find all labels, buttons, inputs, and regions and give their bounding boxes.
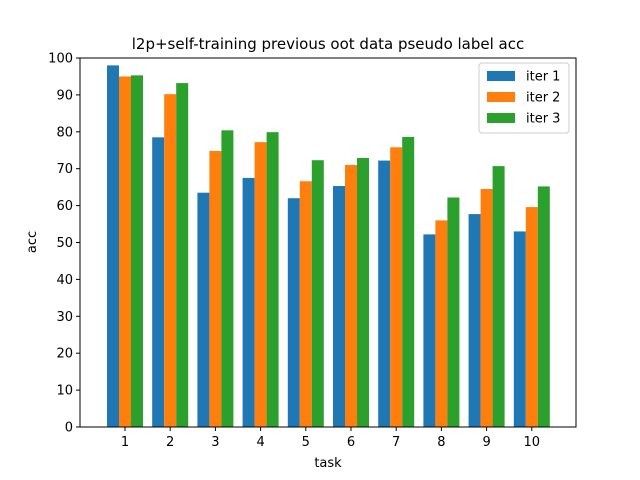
bar-iter-2-task-7 xyxy=(390,147,403,428)
bar-iter-3-task-5 xyxy=(311,160,324,427)
bar-iter-3-task-2 xyxy=(176,83,189,427)
bar-iter-2-task-5 xyxy=(299,181,312,427)
x-tick-label: 4 xyxy=(256,435,264,450)
x-tick-label: 9 xyxy=(482,435,490,450)
bar-iter-2-task-1 xyxy=(119,76,131,427)
y-tick-label: 30 xyxy=(56,310,73,325)
bar-iter-3-task-1 xyxy=(131,75,143,427)
x-tick-label: 8 xyxy=(437,435,445,450)
y-tick-label: 100 xyxy=(48,52,73,67)
y-tick-label: 20 xyxy=(56,347,73,362)
bar-iter-3-task-10 xyxy=(537,186,550,427)
bar-iter-1-task-1 xyxy=(107,65,119,427)
bar-iter-3-task-4 xyxy=(266,132,279,428)
bar-iter-2-task-8 xyxy=(435,220,448,427)
y-tick-label: 70 xyxy=(56,162,73,177)
bar-iter-2-task-6 xyxy=(345,165,357,427)
bar-iter-2-task-9 xyxy=(480,189,493,427)
bar-iter-1-task-7 xyxy=(378,160,391,427)
legend-swatch-iter-3 xyxy=(487,113,515,123)
bars-layer xyxy=(107,65,550,428)
x-tick-label: 5 xyxy=(302,435,310,450)
y-tick-label: 80 xyxy=(56,125,73,140)
bar-iter-1-task-4 xyxy=(242,177,255,427)
legend-label-iter-3: iter 3 xyxy=(526,112,560,127)
y-tick-label: 10 xyxy=(56,384,73,399)
y-tick-label: 40 xyxy=(56,273,73,288)
bar-iter-2-task-3 xyxy=(209,150,222,428)
bar-iter-1-task-8 xyxy=(423,234,436,427)
bar-iter-3-task-3 xyxy=(221,130,234,427)
x-axis-title: task xyxy=(314,456,342,471)
legend: iter 1 iter 2 iter 3 xyxy=(478,62,570,134)
bar-iter-2-task-2 xyxy=(164,94,177,427)
bar-iter-1-task-6 xyxy=(333,186,345,427)
bar-iter-3-task-8 xyxy=(447,197,460,427)
legend-label-iter-1: iter 1 xyxy=(526,70,560,85)
bar-iter-2-task-4 xyxy=(254,142,267,427)
x-tick-label: 2 xyxy=(166,435,174,450)
bar-iter-1-task-9 xyxy=(468,214,481,427)
bar-iter-3-task-6 xyxy=(357,158,369,427)
bar-iter-1-task-10 xyxy=(513,231,526,427)
y-tick-label: 90 xyxy=(56,88,73,103)
chart-title: l2p+self-training previous oot data pseu… xyxy=(132,35,525,53)
x-tick-label: 6 xyxy=(347,435,355,450)
y-tick-label: 0 xyxy=(65,421,73,436)
y-axis-title: acc xyxy=(25,231,40,253)
bar-iter-1-task-5 xyxy=(287,198,300,427)
bar-iter-1-task-3 xyxy=(197,192,210,427)
x-tick-label: 1 xyxy=(121,435,129,450)
y-tick-label: 60 xyxy=(56,199,73,214)
x-tick-label: 10 xyxy=(524,435,541,450)
legend-swatch-iter-2 xyxy=(487,92,515,102)
bar-iter-3-task-7 xyxy=(402,136,415,427)
x-tick-label: 3 xyxy=(211,435,219,450)
y-tick-label: 50 xyxy=(56,236,73,251)
legend-label-iter-2: iter 2 xyxy=(526,91,560,106)
bar-iter-1-task-2 xyxy=(152,137,165,427)
legend-swatch-iter-1 xyxy=(487,71,515,81)
bar-iter-3-task-9 xyxy=(492,166,505,427)
x-axis: 1 2 3 4 5 6 7 8 9 10 xyxy=(121,427,540,450)
x-tick-label: 7 xyxy=(392,435,400,450)
bar-iter-2-task-10 xyxy=(525,207,538,427)
y-axis: 0 10 20 30 40 50 60 70 80 90 100 xyxy=(48,52,80,436)
